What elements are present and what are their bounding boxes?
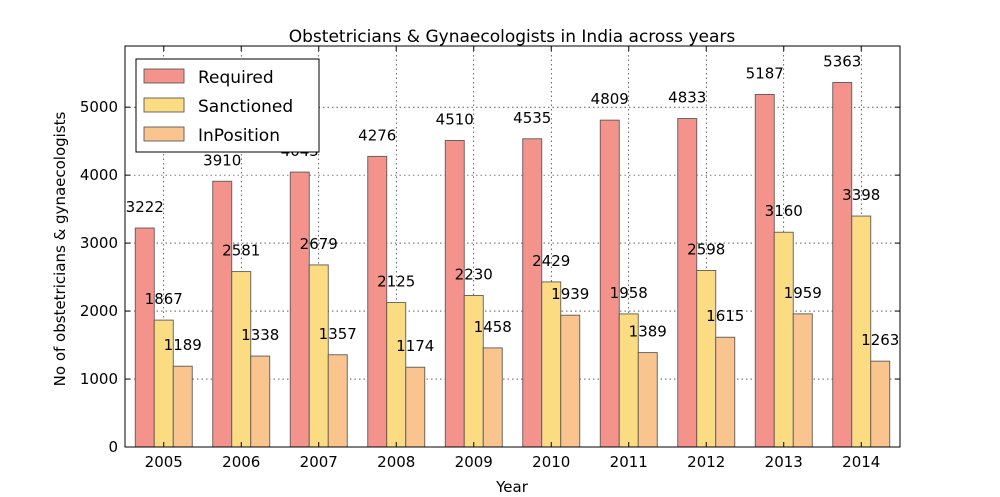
data-label-sanctioned: 2598 [687,240,725,258]
bar-required [367,155,388,448]
bar-required [289,171,310,448]
bar-inposition [250,355,271,448]
bar-inposition [482,347,503,448]
bar-required [832,82,853,448]
bar-sanctioned [386,302,407,448]
chart-title: Obstetricians & Gynaecologists in India … [289,27,736,47]
y-tick-label: 4000 [80,166,118,184]
y-tick-label: 2000 [80,302,118,320]
data-label-required: 5363 [823,52,861,70]
bar-required [444,140,465,448]
data-label-inposition: 1939 [551,285,589,303]
data-label-inposition: 1338 [241,326,279,344]
data-label-sanctioned: 2230 [455,265,493,283]
bar-inposition [870,360,891,448]
bars-layer [134,82,891,448]
y-tick-label: 1000 [80,370,118,388]
x-tick-label: 2007 [300,453,338,471]
y-tick-label: 0 [108,438,118,456]
legend-label-required: Required [198,68,274,88]
data-label-inposition: 1959 [784,284,822,302]
legend-swatch-inposition [143,126,185,142]
bar-inposition [327,354,348,448]
data-label-inposition: 1389 [629,323,667,341]
bar-sanctioned [308,264,329,448]
bar-required [212,180,233,448]
data-label-inposition: 1357 [319,325,357,343]
data-label-inposition: 1458 [474,318,512,336]
data-label-sanctioned: 3398 [842,186,880,204]
data-label-required: 4809 [591,90,629,108]
data-labels-layer: 3222186711893910258113384045267913574276… [126,52,900,355]
bar-inposition [560,314,581,448]
plot-frame [124,45,901,448]
legend-swatch-sanctioned [143,97,185,113]
x-tick-label: 2006 [222,453,260,471]
x-tick-label: 2008 [377,453,415,471]
bar-required [522,138,543,448]
x-tick-label: 2012 [687,453,725,471]
x-tick-label: 2009 [455,453,493,471]
x-tick-label: 2010 [532,453,570,471]
data-label-sanctioned: 1867 [145,290,183,308]
bar-required [754,94,775,448]
y-axis-title: No of obstetricians & gynaecologists [51,111,69,386]
data-label-required: 4535 [513,109,551,127]
data-label-required: 4833 [668,89,706,107]
bar-sanctioned [696,269,717,448]
x-tick-label: 2005 [145,453,183,471]
data-label-inposition: 1189 [164,336,202,354]
x-tick-label: 2014 [842,453,880,471]
data-label-inposition: 1615 [706,307,744,325]
bar-sanctioned [231,271,252,448]
bar-sanctioned [773,231,794,448]
axes-layer: 0 1000 2000 3000 4000 5000 2005 2006 2007 2008 200… [80,45,901,471]
data-label-required: 5187 [746,64,784,82]
x-axis-title: Year [495,478,529,496]
bar-inposition [172,365,193,448]
y-tick-label: 5000 [80,98,118,116]
data-label-required: 4510 [436,110,474,128]
x-tick-label: 2013 [765,453,803,471]
bar-inposition [405,366,426,448]
data-label-sanctioned: 3160 [765,202,803,220]
data-label-inposition: 1174 [396,337,434,355]
data-label-required: 3222 [126,198,164,216]
x-tick-label: 2011 [610,453,648,471]
bar-inposition [792,313,813,448]
legend: Required Sanctioned InPosition [135,58,320,153]
legend-label-inposition: InPosition [198,126,280,146]
bar-inposition [637,352,658,448]
bar-required [134,227,155,448]
bar-inposition [715,336,736,448]
data-label-required: 4276 [358,126,396,144]
data-label-required: 3910 [203,151,241,169]
data-label-sanctioned: 1958 [610,284,648,302]
bar-sanctioned [541,281,562,448]
bar-required [677,118,698,448]
y-tick-label: 3000 [80,234,118,252]
legend-label-sanctioned: Sanctioned [198,97,293,117]
data-label-sanctioned: 2125 [377,273,415,291]
data-label-sanctioned: 2679 [300,235,338,253]
legend-swatch-required [143,68,185,84]
data-label-sanctioned: 2429 [532,252,570,270]
data-label-inposition: 1263 [861,331,899,349]
data-label-sanctioned: 2581 [222,242,260,260]
